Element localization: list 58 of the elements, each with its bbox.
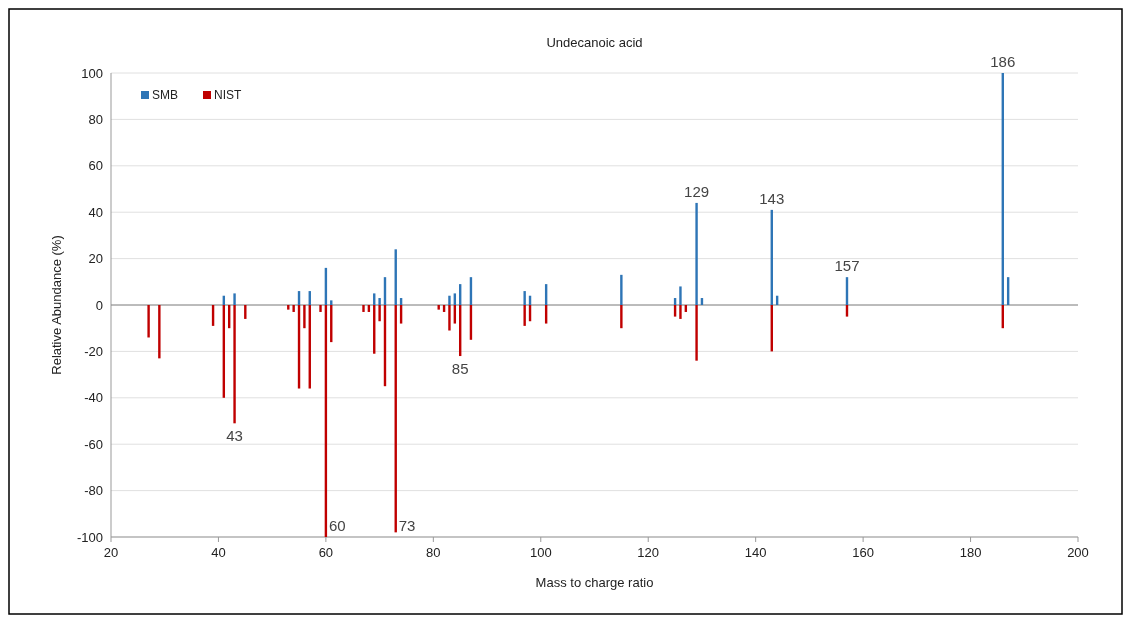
annotation: 129 [684, 182, 710, 200]
bar [448, 305, 451, 331]
y-tick-label: 20 [88, 251, 103, 267]
y-tick-label: 80 [88, 111, 103, 127]
y-tick-label: -80 [84, 483, 103, 499]
y-tick-label: 60 [88, 158, 103, 174]
bar [695, 202, 698, 305]
y-tick-label: -60 [84, 436, 103, 452]
annotation: 43 [226, 427, 243, 445]
x-tick-label: 100 [529, 545, 552, 560]
bar [330, 300, 333, 305]
bar [378, 305, 381, 322]
legend-label: SMB [152, 88, 179, 102]
y-tick-label: 40 [88, 204, 103, 220]
bar [448, 295, 451, 305]
y-tick-label: -20 [84, 343, 103, 359]
x-tick-label: 200 [1067, 545, 1089, 560]
bar [679, 286, 682, 305]
bar [695, 305, 698, 361]
bar [523, 305, 526, 326]
bar [303, 305, 306, 329]
x-tick-label: 120 [637, 545, 660, 560]
annotation: 186 [990, 53, 1016, 70]
annotation: 157 [834, 257, 860, 275]
y-tick-label: -40 [84, 390, 103, 406]
x-tick-label: 60 [318, 545, 334, 560]
x-axis-title: Mass to charge ratio [535, 575, 654, 590]
x-tick-label: 80 [426, 545, 441, 560]
annotation: 85 [451, 360, 469, 378]
x-tick-label: 40 [211, 545, 226, 560]
bar [378, 298, 381, 305]
annotation: 143 [759, 189, 785, 207]
bar [620, 274, 623, 305]
y-tick-label: 100 [81, 65, 103, 81]
x-tick-label: 180 [959, 545, 982, 560]
y-axis-title: Relative Abundance (%) [49, 235, 64, 375]
bar [523, 291, 526, 305]
y-tick-label: 0 [95, 297, 103, 313]
bar [233, 293, 236, 305]
y-tick-label: -100 [76, 529, 103, 545]
annotation: 60 [328, 517, 346, 534]
bar [147, 305, 150, 338]
bar [158, 305, 161, 359]
bar [287, 305, 290, 310]
bar [679, 305, 682, 319]
bar [319, 305, 322, 312]
x-tick-label: 140 [744, 545, 767, 560]
bar [233, 305, 236, 424]
legend-label: NIST [214, 88, 242, 102]
bar [292, 305, 295, 312]
chart-title: Undecanoic acid [546, 35, 643, 50]
x-tick-label: 160 [852, 545, 874, 560]
bar [362, 305, 365, 312]
x-tick-label: 20 [103, 545, 119, 560]
bar [244, 305, 247, 319]
annotation: 73 [398, 517, 416, 534]
bar [437, 305, 440, 310]
bar [620, 305, 623, 329]
